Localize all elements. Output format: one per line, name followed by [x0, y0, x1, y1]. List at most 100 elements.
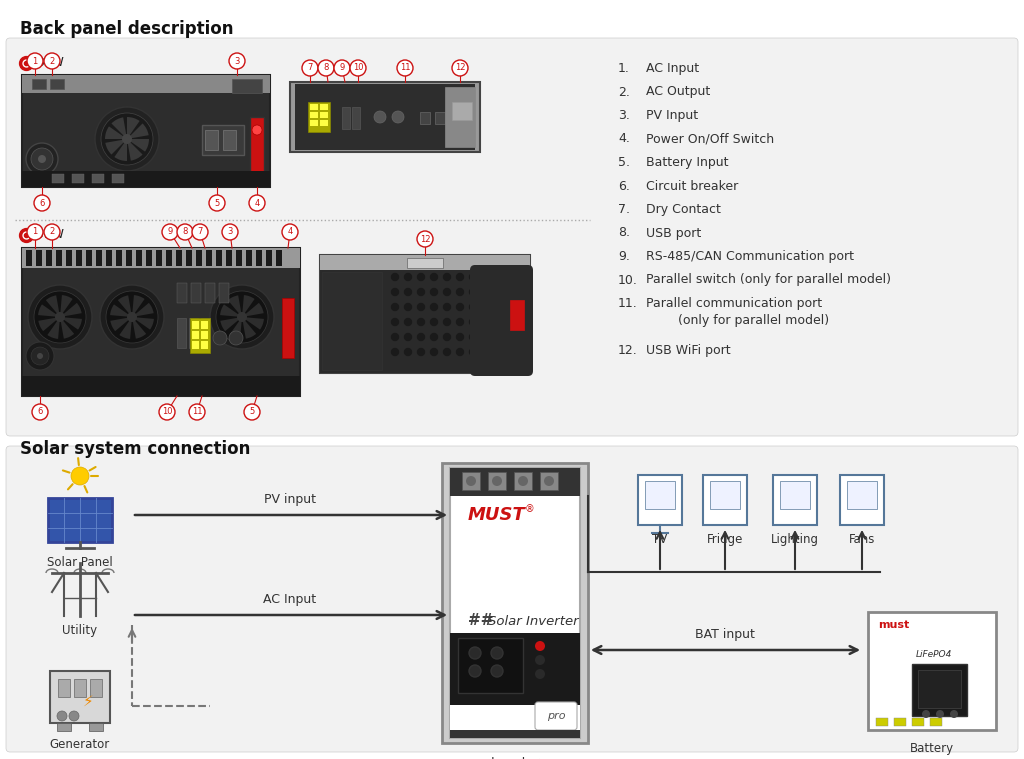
Circle shape [31, 148, 53, 170]
Circle shape [404, 348, 412, 355]
Circle shape [936, 710, 944, 718]
Text: ®: ® [525, 504, 535, 514]
Bar [193, 321, 199, 329]
Circle shape [392, 111, 404, 123]
Wedge shape [220, 304, 242, 317]
Bar [193, 341, 199, 349]
Circle shape [193, 224, 208, 240]
Bar [112, 174, 124, 183]
Wedge shape [112, 118, 127, 139]
Bar [146, 250, 152, 266]
Circle shape [469, 333, 476, 341]
Wedge shape [111, 304, 132, 317]
Bar [868, 612, 996, 730]
Text: 8: 8 [182, 228, 187, 237]
Bar [540, 472, 558, 490]
Circle shape [32, 404, 48, 420]
Circle shape [443, 288, 451, 295]
Circle shape [244, 404, 260, 420]
Text: TV: TV [652, 533, 668, 546]
Wedge shape [60, 317, 82, 329]
Text: Solar Inverter: Solar Inverter [488, 615, 579, 628]
Circle shape [26, 342, 54, 370]
Bar [930, 718, 942, 726]
FancyBboxPatch shape [470, 265, 534, 376]
Text: 5: 5 [214, 199, 219, 207]
Bar [638, 475, 682, 525]
Wedge shape [60, 295, 73, 317]
Wedge shape [105, 139, 127, 155]
Circle shape [496, 333, 503, 341]
Circle shape [216, 291, 268, 343]
Circle shape [482, 319, 489, 326]
Circle shape [509, 273, 515, 281]
Bar [645, 481, 675, 509]
Circle shape [469, 288, 476, 295]
Bar [191, 283, 201, 303]
Wedge shape [47, 317, 60, 339]
Circle shape [418, 304, 425, 310]
Bar [703, 475, 746, 525]
Circle shape [26, 143, 58, 175]
FancyBboxPatch shape [6, 38, 1018, 436]
Bar [310, 120, 318, 126]
Bar [458, 638, 523, 693]
Wedge shape [46, 295, 60, 317]
Wedge shape [120, 317, 132, 339]
Circle shape [37, 353, 43, 359]
Circle shape [482, 333, 489, 341]
Bar [32, 79, 46, 89]
Circle shape [443, 273, 451, 281]
Circle shape [492, 476, 502, 486]
Text: 9: 9 [167, 228, 173, 237]
Wedge shape [132, 317, 146, 339]
Circle shape [490, 665, 503, 677]
Circle shape [28, 285, 92, 349]
Text: 6: 6 [37, 408, 43, 417]
Bar [216, 250, 222, 266]
Circle shape [100, 285, 164, 349]
Circle shape [482, 273, 489, 281]
Text: ##: ## [468, 613, 494, 628]
Circle shape [509, 304, 515, 310]
Circle shape [418, 319, 425, 326]
Text: 7.: 7. [618, 203, 630, 216]
Text: Utility: Utility [62, 624, 97, 637]
Circle shape [57, 711, 67, 721]
Text: 1.: 1. [618, 62, 630, 75]
Circle shape [159, 404, 175, 420]
Bar [310, 104, 318, 110]
Circle shape [404, 273, 412, 281]
Bar [22, 171, 270, 187]
Circle shape [418, 273, 425, 281]
Wedge shape [132, 295, 144, 317]
Text: Parallel communication port
        (only for parallel model): Parallel communication port (only for pa… [646, 297, 829, 327]
Bar [450, 730, 580, 738]
Circle shape [466, 476, 476, 486]
Bar [510, 300, 524, 330]
Text: PV input: PV input [264, 493, 316, 506]
Circle shape [34, 291, 86, 343]
Bar [773, 475, 817, 525]
Bar [319, 104, 328, 110]
Text: 11: 11 [399, 64, 411, 73]
Text: RS-485/CAN Communication port: RS-485/CAN Communication port [646, 250, 854, 263]
Wedge shape [127, 139, 142, 161]
Text: 8: 8 [324, 64, 329, 73]
Bar [58, 679, 70, 697]
Bar [189, 318, 198, 348]
Wedge shape [38, 304, 60, 317]
Circle shape [318, 60, 334, 76]
Circle shape [127, 312, 137, 322]
Circle shape [518, 476, 528, 486]
Bar [450, 468, 580, 738]
Circle shape [535, 641, 545, 651]
Bar [420, 112, 430, 124]
Text: Fans: Fans [849, 533, 876, 546]
Bar [282, 298, 294, 358]
Wedge shape [127, 117, 139, 139]
Bar [407, 258, 443, 268]
Wedge shape [60, 317, 74, 339]
Wedge shape [60, 303, 82, 317]
Text: ⚡: ⚡ [83, 694, 93, 708]
